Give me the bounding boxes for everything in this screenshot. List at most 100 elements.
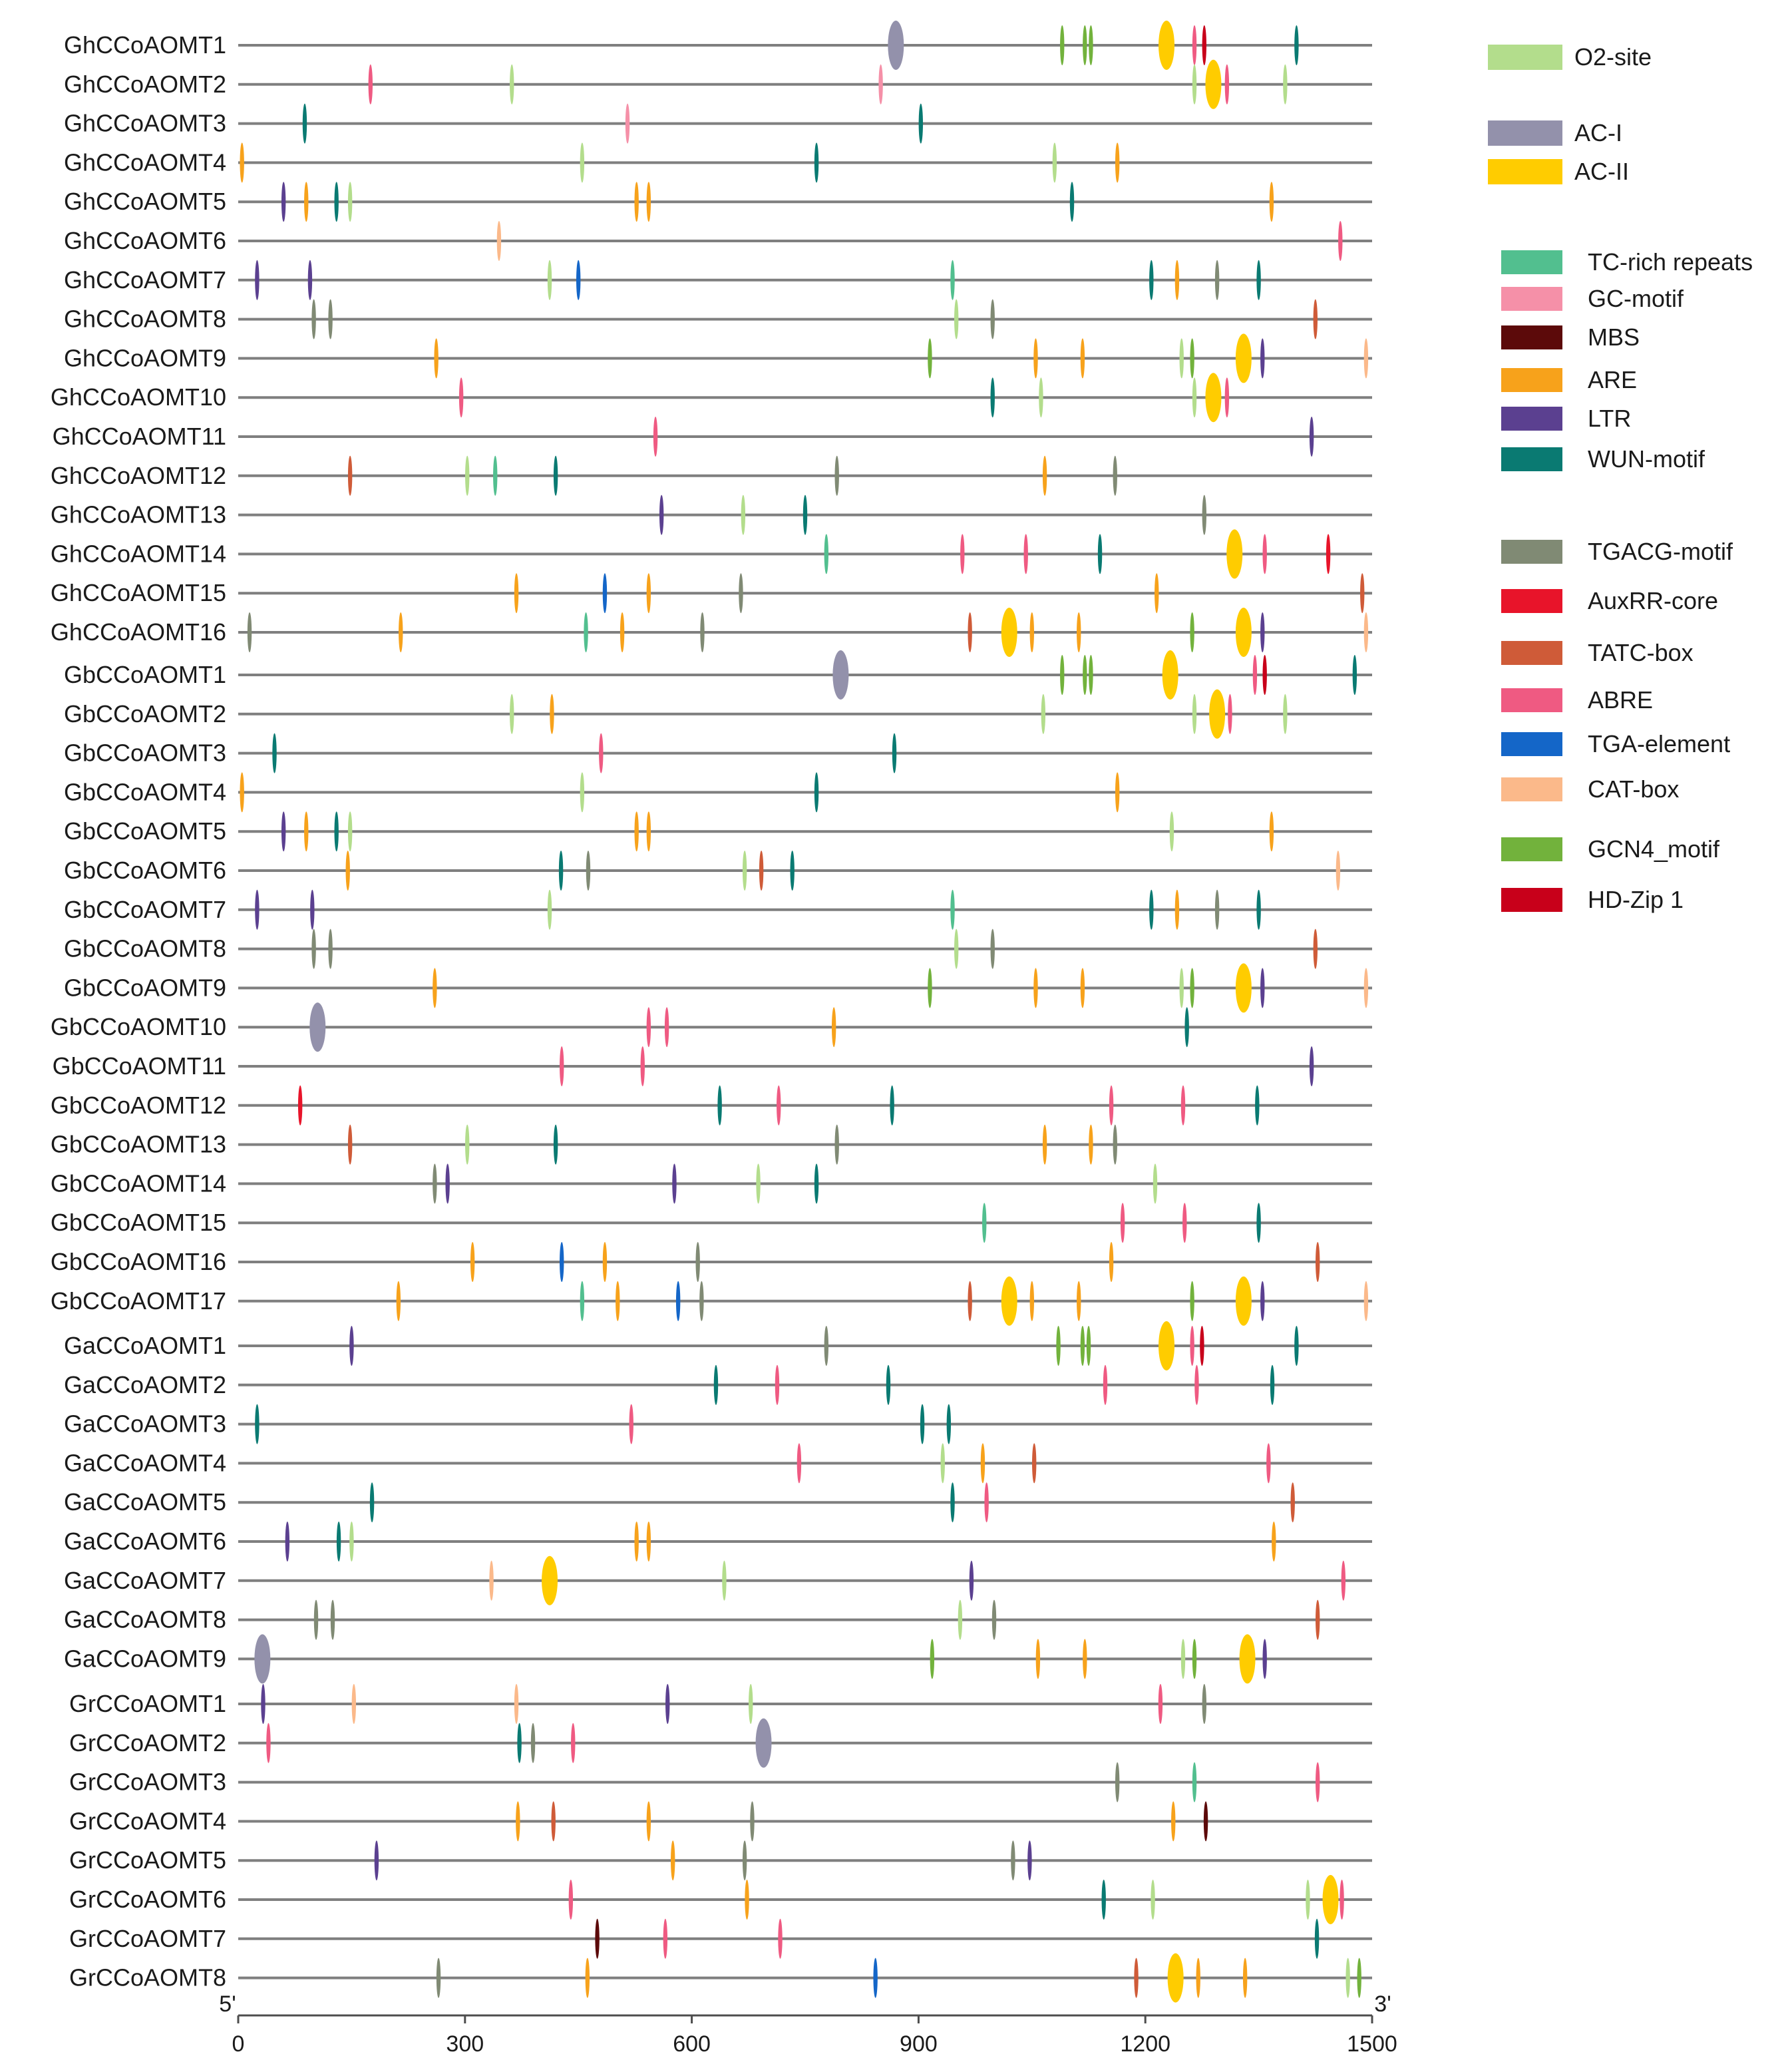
legend-item: LTR [1501, 405, 1631, 432]
tgacg-element-mark [739, 573, 743, 614]
are-element-mark [1042, 1124, 1047, 1165]
abre-element-mark [777, 1085, 781, 1126]
are-element-mark [634, 1522, 639, 1561]
tatc-element-mark [1134, 1958, 1139, 1998]
are-element-mark [646, 1801, 651, 1842]
cat-element-mark [1363, 968, 1369, 1008]
legend-swatch [1488, 120, 1562, 146]
o2-element-mark [1306, 1880, 1310, 1920]
gc-element-mark [625, 103, 630, 144]
tc-element-mark [950, 260, 955, 300]
legend-item: AC-I [1488, 119, 1622, 146]
wun-element-mark [1270, 1364, 1275, 1405]
gene-row: GaCCoAOMT1 [64, 1321, 1372, 1370]
o2-element-mark [349, 1522, 354, 1561]
o2-element-mark [547, 889, 552, 930]
are-element-mark [514, 573, 519, 614]
gene-label: GaCCoAOMT9 [64, 1645, 226, 1672]
tgacg-element-mark [695, 1242, 700, 1282]
tatc-element-mark [1290, 1482, 1295, 1523]
gcn4-element-mark [1056, 1326, 1061, 1366]
gene-row: GhCCoAOMT10 [51, 373, 1372, 423]
wun-element-mark [1352, 655, 1357, 695]
abre-element-mark [458, 377, 464, 418]
legend-item: TGACG-motif [1501, 538, 1733, 565]
o2-element-mark [465, 455, 470, 496]
gene-label: GbCCoAOMT11 [53, 1052, 226, 1080]
are-element-mark [646, 1522, 651, 1561]
ac-ii-element-mark [1322, 1875, 1339, 1924]
gene-row: GhCCoAOMT7 [64, 260, 1372, 300]
wun-element-mark [558, 851, 564, 891]
o2-element-mark [1345, 1958, 1350, 1998]
are-element-mark [304, 811, 309, 852]
legend-item: TGA-element [1501, 730, 1730, 757]
gene-row: GaCCoAOMT6 [64, 1522, 1372, 1561]
abre-element-mark [1341, 1560, 1346, 1601]
cat-element-mark [351, 1684, 357, 1724]
legend-swatch [1501, 250, 1562, 274]
gene-row: GbCCoAOMT6 [64, 851, 1372, 891]
wun-element-mark [890, 1085, 894, 1126]
tgacg-element-mark [834, 1124, 839, 1165]
gene-row: GhCCoAOMT14 [51, 529, 1372, 579]
o2-element-mark [580, 772, 585, 813]
ltr-element-mark [1260, 1281, 1265, 1321]
gene-label: GaCCoAOMT1 [64, 1332, 226, 1359]
ltr-element-mark [255, 260, 260, 300]
gene-label: GbCCoAOMT6 [64, 857, 226, 884]
gene-row: GrCCoAOMT2 [69, 1718, 1372, 1768]
abre-element-mark [1252, 655, 1258, 695]
wun-element-mark [950, 1482, 955, 1523]
tatc-element-mark [759, 851, 764, 891]
tga-element-mark [576, 260, 581, 300]
tc-element-mark [950, 889, 955, 930]
are-element-mark [1155, 573, 1159, 614]
gene-label: GhCCoAOMT10 [51, 383, 226, 411]
are-element-mark [434, 338, 439, 379]
legend-item: GCN4_motif [1501, 835, 1720, 863]
o2-element-mark [1192, 377, 1197, 418]
legend-swatch [1501, 368, 1562, 392]
legend-swatch [1501, 777, 1562, 801]
gene-row: GhCCoAOMT9 [64, 333, 1372, 383]
abre-element-mark [775, 1364, 780, 1405]
o2-element-mark [1151, 1880, 1155, 1920]
o2-element-mark [954, 299, 959, 339]
ltr-element-mark [1260, 968, 1265, 1008]
o2-element-mark [1039, 377, 1043, 418]
are-element-mark [240, 142, 244, 183]
tgacg-element-mark [330, 1599, 335, 1640]
tgacg-element-mark [311, 929, 316, 969]
abre-element-mark [568, 1880, 574, 1920]
legend-swatch [1501, 641, 1562, 665]
gene-row: GbCCoAOMT16 [51, 1242, 1372, 1282]
tgacg-element-mark [311, 299, 316, 339]
tgacg-element-mark [991, 1599, 997, 1640]
abre-element-mark [653, 417, 658, 457]
legend-swatch [1501, 325, 1562, 349]
legend-label: GCN4_motif [1588, 835, 1720, 863]
x-tick-label: 1200 [1120, 2031, 1170, 2057]
legend-label: ARE [1588, 366, 1637, 393]
abre-element-mark [1180, 1085, 1186, 1126]
ltr-element-mark [659, 495, 664, 535]
gene-label: GbCCoAOMT12 [51, 1092, 226, 1119]
wun-element-mark [713, 1364, 719, 1405]
wun-element-mark [1294, 1326, 1299, 1366]
ac-ii-element-mark [542, 1555, 558, 1605]
ac-i-element-mark [832, 650, 849, 700]
legend-label: AuxRR-core [1588, 587, 1718, 614]
gene-label: GhCCoAOMT11 [53, 423, 226, 450]
gene-row: GhCCoAOMT12 [51, 455, 1372, 496]
gene-label: GbCCoAOMT14 [51, 1169, 226, 1197]
are-element-mark [1109, 1242, 1114, 1282]
gene-label: GhCCoAOMT4 [64, 148, 226, 176]
wun-element-mark [918, 103, 924, 144]
tga-element-mark [560, 1242, 564, 1282]
wun-element-mark [1256, 1203, 1261, 1243]
legend-label: AC-II [1574, 158, 1629, 185]
wun-element-mark [334, 182, 339, 222]
legend-swatch [1501, 837, 1562, 861]
legend-swatch [1501, 407, 1562, 431]
